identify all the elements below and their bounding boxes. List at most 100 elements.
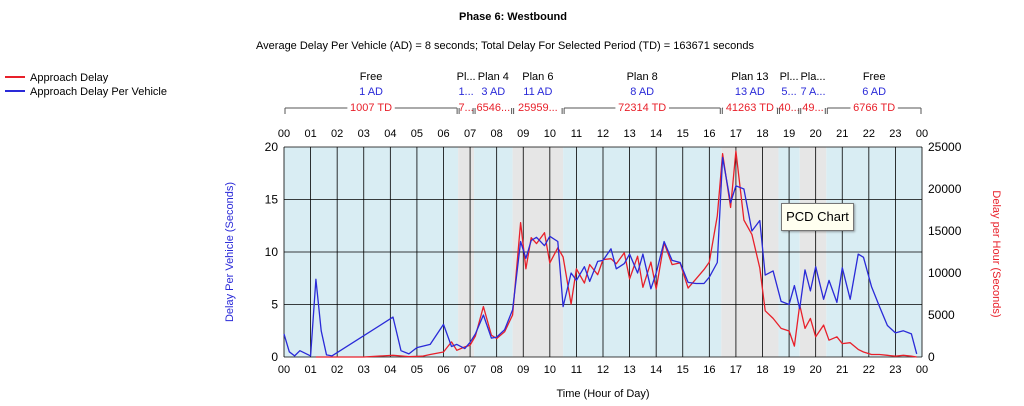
plan-name-label: Plan 4 — [478, 71, 509, 83]
plan-ad-label: 11 AD — [523, 86, 552, 98]
x-tick-label-top: 05 — [411, 128, 423, 140]
x-tick-label-top: 15 — [677, 128, 689, 140]
x-tick-label: 13 — [623, 364, 635, 376]
y-ticks-left: 0 5 10 15 20 — [265, 140, 279, 364]
y2-tick-label: 10000 — [928, 266, 962, 280]
x-tick-label-top: 19 — [783, 128, 795, 140]
x-tick-label: 00 — [916, 364, 928, 376]
plan-ad-label: 1... — [458, 86, 473, 98]
x-tick-label-top: 08 — [491, 128, 503, 140]
x-tick-label-top: 12 — [597, 128, 609, 140]
plan-td-label: 6546... — [477, 102, 511, 114]
x-tick-label: 10 — [544, 364, 556, 376]
x-tick-label: 17 — [730, 364, 742, 376]
chart-title: Phase 6: Westbound — [459, 11, 567, 23]
chart-subtitle: Average Delay Per Vehicle (AD) = 8 secon… — [256, 40, 754, 52]
x-tick-label: 12 — [597, 364, 609, 376]
plan-ad-label: 13 AD — [735, 86, 765, 98]
x-tick-label: 14 — [650, 364, 662, 376]
x-tick-label-top: 21 — [836, 128, 848, 140]
y-tick-label: 5 — [271, 298, 278, 312]
y-tick-label: 20 — [265, 140, 279, 154]
legend-label-approach-delay: Approach Delay — [30, 72, 109, 84]
y-ticks-right: 0 5000 10000 15000 20000 25000 — [928, 140, 962, 364]
x-tick-label-top: 04 — [384, 128, 396, 140]
plan-td-label: 25959... — [518, 102, 558, 114]
x-tick-label: 02 — [331, 364, 343, 376]
plan-ad-label: 3 AD — [481, 86, 505, 98]
x-tick-label: 18 — [756, 364, 768, 376]
plan-ad-label: 1 AD — [359, 86, 383, 98]
plan-td-label: 40... — [778, 102, 799, 114]
series-line-approach-delay — [315, 150, 917, 358]
plan-name-label: Free — [360, 71, 383, 83]
y2-axis-label: Delay per Hour (Seconds) — [990, 190, 1002, 317]
x-tick-label-top: 16 — [703, 128, 715, 140]
plan-td-label: 7... — [458, 102, 473, 114]
x-tick-label-top: 02 — [331, 128, 343, 140]
y2-tick-label: 25000 — [928, 140, 962, 154]
legend: Approach Delay Approach Delay Per Vehicl… — [5, 72, 167, 98]
x-tick-label: 16 — [703, 364, 715, 376]
y2-tick-label: 20000 — [928, 182, 962, 196]
plan-name-label: Plan 13 — [731, 71, 768, 83]
plan-td-label: 41263 TD — [726, 102, 774, 114]
x-tick-label-top: 17 — [730, 128, 742, 140]
x-tick-label-top: 00 — [916, 128, 928, 140]
y-tick-label: 0 — [271, 350, 278, 364]
x-tick-label-top: 07 — [464, 128, 476, 140]
x-tick-label-top: 03 — [358, 128, 370, 140]
x-tick-label-top: 20 — [810, 128, 822, 140]
plan-ad-label: 6 AD — [862, 86, 886, 98]
y2-tick-label: 0 — [928, 350, 935, 364]
plan-name-label: Free — [863, 71, 886, 83]
plan-name-label: Plan 6 — [522, 71, 553, 83]
x-tick-label: 22 — [863, 364, 875, 376]
x-tick-label: 03 — [358, 364, 370, 376]
plan-td-label: 1007 TD — [350, 102, 392, 114]
plan-ad-label: 7 A... — [800, 86, 825, 98]
plan-td-label: 6766 TD — [853, 102, 895, 114]
x-tick-label: 20 — [810, 364, 822, 376]
x-tick-label: 04 — [384, 364, 396, 376]
x-axis-label: Time (Hour of Day) — [556, 388, 649, 400]
x-tick-label-top: 23 — [889, 128, 901, 140]
x-tick-label: 07 — [464, 364, 476, 376]
x-tick-label: 08 — [491, 364, 503, 376]
y2-tick-label: 15000 — [928, 224, 962, 238]
plan-ad-label: 5... — [781, 86, 796, 98]
x-tick-label-top: 22 — [863, 128, 875, 140]
x-tick-label: 01 — [304, 364, 316, 376]
x-tick-label: 23 — [889, 364, 901, 376]
plan-ad-label: 8 AD — [630, 86, 654, 98]
x-ticks-bottom: 00 01 02 03 04 05 06 07 08 09 10 11 12 13 14 15 16 17 18 19… — [278, 364, 928, 376]
chart-tooltip: PCD Chart — [781, 203, 854, 231]
series-line-approach-delay-per-vehicle — [283, 156, 918, 357]
x-tick-label-top: 09 — [517, 128, 529, 140]
x-tick-label: 15 — [677, 364, 689, 376]
x-tick-label: 21 — [836, 364, 848, 376]
x-tick-label: 06 — [437, 364, 449, 376]
y-axis-label: Delay Per Vehicle (Seconds) — [224, 182, 236, 322]
x-tick-label-top: 11 — [571, 128, 582, 140]
plan-name-label: Pl... — [780, 71, 799, 83]
y-tick-label: 10 — [265, 245, 279, 259]
plan-td-label: 49... — [802, 102, 823, 114]
x-tick-label-top: 13 — [623, 128, 635, 140]
plan-name-label: Pl... — [457, 71, 476, 83]
x-tick-label-top: 14 — [650, 128, 662, 140]
legend-label-approach-delay-per-vehicle: Approach Delay Per Vehicle — [30, 86, 167, 98]
x-tick-label-top: 06 — [437, 128, 449, 140]
x-tick-label-top: 00 — [278, 128, 290, 140]
x-tick-label: 19 — [783, 364, 795, 376]
plan-name-label: Plan 8 — [627, 71, 658, 83]
x-tick-label: 11 — [571, 364, 582, 376]
x-tick-label: 05 — [411, 364, 423, 376]
plan-name-label: Pla... — [800, 71, 825, 83]
series-lines — [283, 150, 918, 358]
x-ticks-top: 00 01 02 03 04 05 06 07 08 09 10 11 12 13 14 15 16 17 18 19… — [278, 128, 928, 140]
x-tick-label-top: 01 — [304, 128, 316, 140]
x-tick-label-top: 10 — [544, 128, 556, 140]
x-tick-label: 09 — [517, 364, 529, 376]
